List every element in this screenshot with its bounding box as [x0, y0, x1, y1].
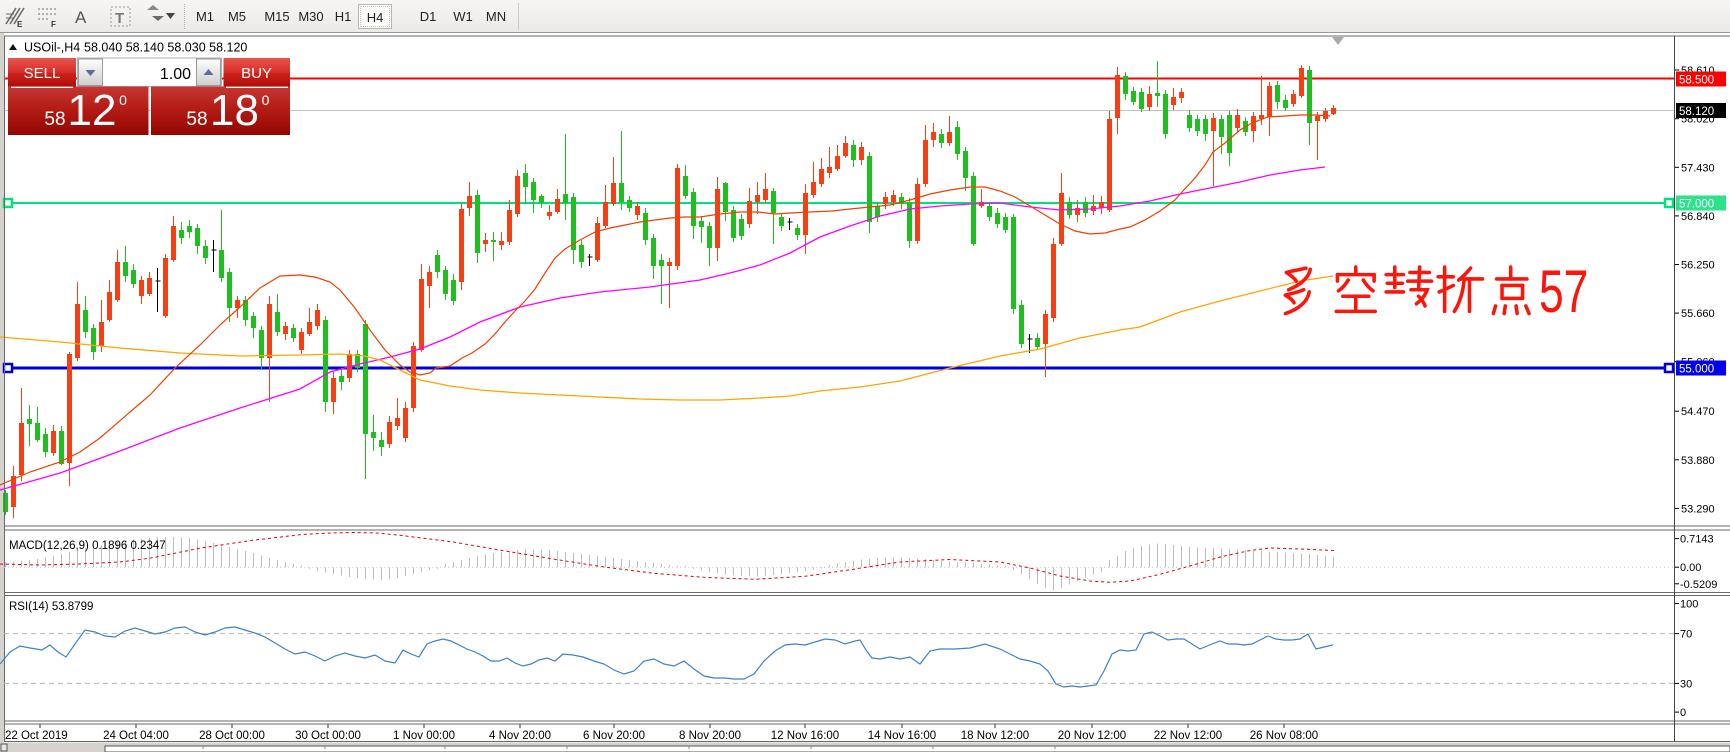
- svg-text:12: 12: [68, 86, 117, 135]
- svg-text:0: 0: [119, 92, 127, 108]
- svg-text:14 Nov 16:00: 14 Nov 16:00: [868, 730, 936, 742]
- svg-text:8 Nov 20:00: 8 Nov 20:00: [679, 730, 741, 742]
- svg-text:USOil-,H4: USOil-,H4: [24, 41, 80, 55]
- svg-text:55.000: 55.000: [1679, 364, 1714, 376]
- svg-text:24 Oct 04:00: 24 Oct 04:00: [103, 730, 169, 742]
- svg-text:18 Nov 12:00: 18 Nov 12:00: [961, 730, 1029, 742]
- svg-text:0: 0: [262, 92, 270, 108]
- svg-text:55.660: 55.660: [1681, 308, 1715, 320]
- svg-text:57: 57: [1539, 259, 1588, 326]
- svg-text:4 Nov 20:00: 4 Nov 20:00: [489, 730, 551, 742]
- svg-text:22 Nov 12:00: 22 Nov 12:00: [1154, 730, 1222, 742]
- svg-text:70: 70: [1680, 629, 1692, 641]
- svg-text:RSI(14) 53.8799: RSI(14) 53.8799: [9, 601, 93, 613]
- svg-text:0.00: 0.00: [1680, 562, 1701, 574]
- svg-text:T: T: [115, 10, 124, 27]
- svg-text:1.00: 1.00: [160, 66, 191, 83]
- svg-text:18: 18: [210, 86, 259, 135]
- svg-text:30: 30: [1680, 678, 1692, 690]
- svg-text:A: A: [75, 8, 87, 27]
- svg-text:6 Nov 20:00: 6 Nov 20:00: [583, 730, 645, 742]
- svg-text:SELL: SELL: [24, 65, 61, 82]
- svg-text:E: E: [17, 20, 23, 29]
- svg-text:53.880: 53.880: [1681, 455, 1715, 467]
- svg-text:58.500: 58.500: [1679, 75, 1714, 87]
- svg-text:-0.5209: -0.5209: [1680, 579, 1717, 591]
- svg-text:56.840: 56.840: [1681, 211, 1715, 223]
- svg-text:57.430: 57.430: [1681, 162, 1715, 174]
- svg-text:100: 100: [1680, 599, 1698, 611]
- svg-text:1 Nov 00:00: 1 Nov 00:00: [393, 730, 455, 742]
- svg-text:58.120: 58.120: [1679, 106, 1714, 118]
- svg-text:57.000: 57.000: [1679, 199, 1714, 211]
- svg-text:MACD(12,26,9) 0.1896 0.2347: MACD(12,26,9) 0.1896 0.2347: [9, 540, 166, 552]
- svg-text:28 Oct 00:00: 28 Oct 00:00: [199, 730, 265, 742]
- svg-text:22 Oct 2019: 22 Oct 2019: [5, 730, 68, 742]
- svg-text:56.250: 56.250: [1681, 260, 1715, 272]
- svg-text:0.7143: 0.7143: [1680, 534, 1714, 546]
- svg-text:53.290: 53.290: [1681, 503, 1715, 515]
- svg-text:12 Nov 16:00: 12 Nov 16:00: [771, 730, 839, 742]
- svg-text:BUY: BUY: [241, 65, 272, 82]
- svg-text:58.040 58.140 58.030 58.120: 58.040 58.140 58.030 58.120: [84, 41, 247, 55]
- svg-text:58: 58: [186, 109, 207, 130]
- svg-text:30 Oct 00:00: 30 Oct 00:00: [295, 730, 361, 742]
- svg-text:20 Nov 12:00: 20 Nov 12:00: [1058, 730, 1126, 742]
- svg-text:54.470: 54.470: [1681, 406, 1715, 418]
- svg-text:F: F: [51, 20, 56, 29]
- svg-text:58: 58: [44, 109, 65, 130]
- svg-text:26 Nov 08:00: 26 Nov 08:00: [1250, 730, 1318, 742]
- svg-text:0: 0: [1680, 707, 1686, 719]
